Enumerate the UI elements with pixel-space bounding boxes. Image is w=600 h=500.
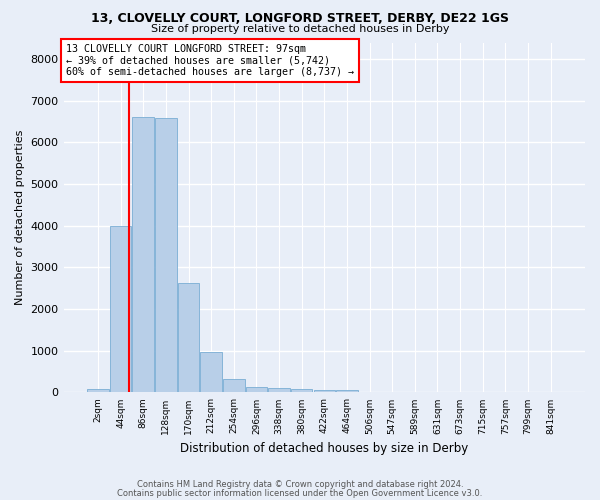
Bar	[178, 284, 199, 393]
Bar	[314, 390, 335, 392]
Text: 13, CLOVELLY COURT, LONGFORD STREET, DERBY, DE22 1GS: 13, CLOVELLY COURT, LONGFORD STREET, DER…	[91, 12, 509, 26]
Bar	[110, 226, 131, 392]
Y-axis label: Number of detached properties: Number of detached properties	[15, 130, 25, 305]
Bar	[268, 388, 290, 392]
Bar	[245, 386, 267, 392]
Text: Contains HM Land Registry data © Crown copyright and database right 2024.: Contains HM Land Registry data © Crown c…	[137, 480, 463, 489]
Bar	[155, 118, 176, 392]
Bar	[223, 378, 245, 392]
Bar	[87, 390, 109, 392]
X-axis label: Distribution of detached houses by size in Derby: Distribution of detached houses by size …	[180, 442, 469, 455]
Bar	[291, 390, 313, 392]
Bar	[200, 352, 222, 393]
Bar	[133, 118, 154, 392]
Text: Contains public sector information licensed under the Open Government Licence v3: Contains public sector information licen…	[118, 489, 482, 498]
Text: 13 CLOVELLY COURT LONGFORD STREET: 97sqm
← 39% of detached houses are smaller (5: 13 CLOVELLY COURT LONGFORD STREET: 97sqm…	[66, 44, 354, 78]
Bar	[336, 390, 358, 392]
Text: Size of property relative to detached houses in Derby: Size of property relative to detached ho…	[151, 24, 449, 34]
